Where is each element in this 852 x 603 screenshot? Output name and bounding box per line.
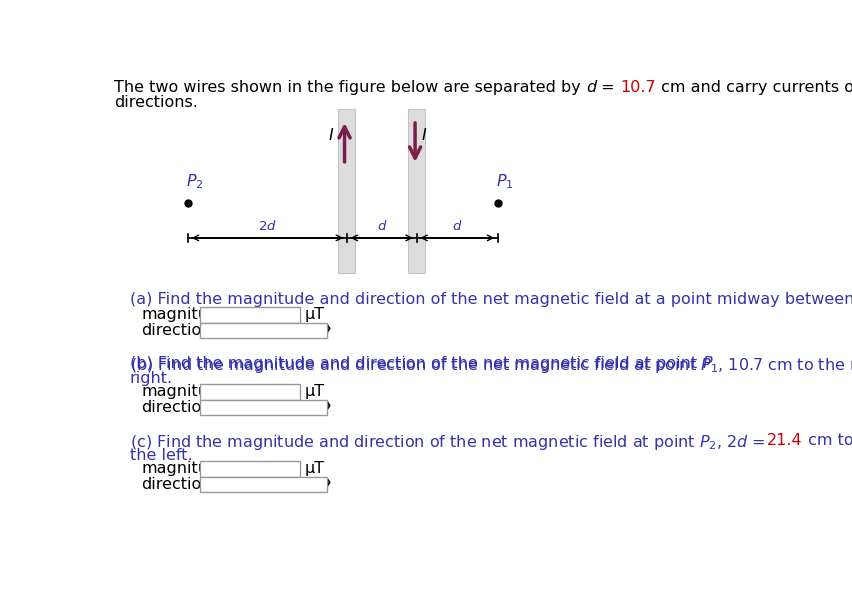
Text: μT: μT: [304, 461, 324, 476]
Text: magnitude: magnitude: [141, 461, 228, 476]
Text: I: I: [328, 128, 332, 143]
Text: the left.: the left.: [130, 448, 193, 463]
Text: directions.: directions.: [114, 95, 198, 110]
Text: direction: direction: [141, 323, 212, 338]
Text: $d$: $d$: [452, 219, 462, 233]
Text: (a) Find the magnitude and direction of the net magnetic field at a point midway: (a) Find the magnitude and direction of …: [130, 292, 852, 307]
Text: ---Select---: ---Select---: [204, 476, 268, 490]
Text: cm to the left of the wire on: cm to the left of the wire on: [802, 433, 852, 447]
Text: 21.4: 21.4: [766, 433, 802, 447]
Text: cm and carry currents of: cm and carry currents of: [655, 80, 852, 95]
Text: direction: direction: [141, 400, 212, 415]
Text: The two wires shown in the figure below are separated by: The two wires shown in the figure below …: [114, 80, 585, 95]
Text: (b) Find the magnitude and direction of the net magnetic field at point: (b) Find the magnitude and direction of …: [130, 356, 701, 371]
Text: (c) Find the magnitude and direction of the net magnetic field at point $P_2$, 2: (c) Find the magnitude and direction of …: [130, 433, 766, 452]
Text: μT: μT: [304, 307, 324, 322]
Text: ---Select---: ---Select---: [204, 323, 268, 336]
Text: P: P: [701, 356, 711, 371]
Text: ❯: ❯: [322, 400, 331, 411]
Bar: [199, 400, 327, 415]
Bar: [199, 476, 327, 492]
Text: =: =: [596, 80, 619, 95]
Bar: [199, 323, 327, 338]
Bar: [407, 109, 424, 273]
Text: (b) Find the magnitude and direction of the net magnetic field at point $P_1$, 1: (b) Find the magnitude and direction of …: [130, 356, 852, 374]
Bar: [199, 307, 300, 323]
Bar: [338, 109, 355, 273]
Text: magnitude: magnitude: [141, 384, 228, 399]
Text: $2d$: $2d$: [257, 219, 277, 233]
Text: direction: direction: [141, 476, 212, 491]
Text: I: I: [421, 128, 425, 143]
Text: μT: μT: [304, 384, 324, 399]
Text: $P_2$: $P_2$: [186, 172, 203, 191]
Text: d: d: [585, 80, 596, 95]
Text: magnitude: magnitude: [141, 307, 228, 322]
Text: $d$: $d$: [376, 219, 387, 233]
Text: ❯: ❯: [322, 476, 331, 488]
Text: $P_1$: $P_1$: [495, 172, 513, 191]
Bar: [199, 384, 300, 400]
Text: right.: right.: [130, 371, 173, 386]
Text: ---Select---: ---Select---: [204, 400, 268, 412]
Bar: [199, 461, 300, 476]
Text: 10.7: 10.7: [619, 80, 655, 95]
Text: ❯: ❯: [322, 323, 331, 333]
